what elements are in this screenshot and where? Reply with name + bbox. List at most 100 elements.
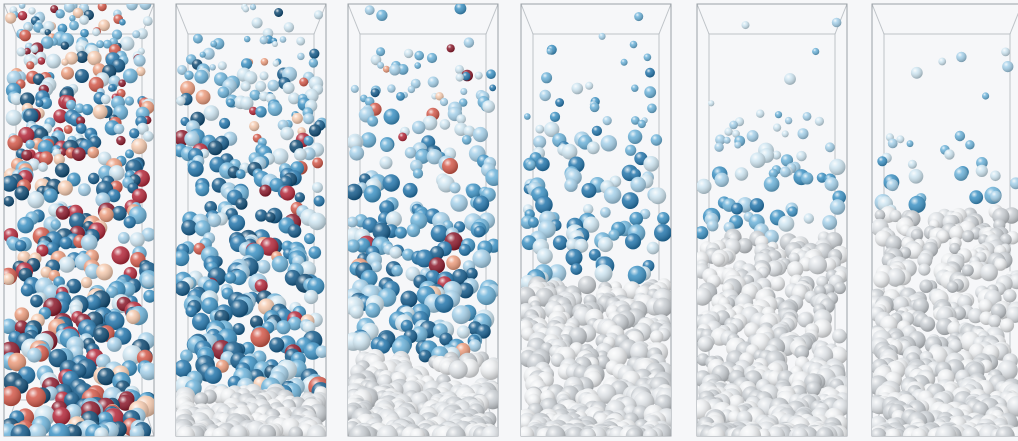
particle-highlight: [561, 143, 578, 160]
particle-highlight: [258, 424, 276, 436]
particle-highlight: [44, 29, 51, 36]
particle-highlight: [382, 65, 390, 73]
particle-highlight: [570, 263, 583, 275]
particle-highlight: [439, 332, 453, 346]
particle-highlight: [180, 81, 196, 96]
particle-highlight: [370, 261, 382, 273]
particle-highlight: [571, 82, 584, 95]
particle-highlight: [486, 69, 496, 79]
particle-highlight: [136, 66, 146, 77]
particle-highlight: [787, 206, 798, 217]
particle-highlight: [297, 52, 305, 61]
particle-highlight: [797, 312, 813, 328]
particle-highlight: [224, 272, 237, 284]
particle-highlight: [202, 47, 215, 60]
particle-highlight: [784, 73, 796, 85]
particle-highlight: [217, 61, 227, 71]
particle-highlight: [724, 127, 733, 136]
particle-highlight: [412, 168, 424, 179]
particle-highlight: [184, 131, 200, 147]
particle-highlight: [231, 269, 247, 286]
particle-highlight: [296, 36, 306, 46]
particle-highlight: [235, 169, 246, 180]
particle-highlight: [303, 135, 314, 146]
particle-highlight: [287, 224, 302, 238]
particle-highlight: [410, 78, 421, 89]
particle-highlight: [30, 45, 39, 53]
particle-highlight: [55, 205, 70, 220]
particle-highlight: [180, 349, 193, 363]
particle-highlight: [39, 151, 53, 166]
particle-highlight: [394, 226, 407, 239]
particle-highlight: [472, 249, 492, 268]
particle-highlight: [48, 423, 71, 436]
particle-highlight: [96, 40, 105, 49]
particle-highlight: [16, 47, 26, 57]
particle-highlight: [391, 264, 403, 277]
particle-highlight: [30, 294, 43, 308]
particle-highlight: [4, 196, 15, 207]
particle-highlight: [400, 290, 418, 308]
particle-highlight: [10, 424, 31, 436]
particle-highlight: [376, 47, 386, 57]
particle-highlight: [489, 84, 497, 92]
particle-highlight: [60, 41, 69, 50]
particle-highlight: [116, 135, 126, 146]
particle-highlight: [43, 188, 58, 203]
particle-highlight: [176, 96, 186, 106]
particle-highlight: [536, 248, 553, 265]
particle-highlight: [308, 246, 322, 259]
particle-highlight: [309, 48, 320, 59]
particle-highlight: [274, 8, 284, 17]
particle-highlight: [379, 200, 395, 216]
particle-highlight: [131, 138, 148, 155]
particle-highlight: [466, 183, 482, 199]
particle-highlight: [54, 162, 70, 178]
particle-highlight: [299, 77, 309, 87]
particle-highlight: [482, 100, 496, 113]
particle-highlight: [294, 192, 305, 203]
particle-highlight: [829, 199, 846, 215]
particle-highlight: [439, 119, 451, 130]
particle-highlight: [365, 302, 381, 318]
particle-highlight: [426, 149, 443, 165]
particle-highlight: [446, 44, 455, 53]
particle-highlight: [4, 318, 17, 334]
particle-highlight: [403, 48, 414, 59]
particle-highlight: [308, 212, 326, 231]
particle-highlight: [232, 323, 245, 335]
particle-highlight: [714, 172, 729, 187]
particle-highlight: [458, 243, 471, 256]
particle-highlight: [4, 175, 18, 192]
particle-highlight: [249, 4, 257, 11]
panel-2: [175, 3, 327, 437]
particle-highlight: [107, 189, 121, 203]
particle-highlight: [642, 428, 658, 436]
particle-highlight: [107, 337, 122, 352]
particle-highlight: [382, 174, 400, 192]
particle-highlight: [102, 39, 112, 49]
particle-highlight: [654, 223, 671, 242]
particle-highlight: [5, 12, 17, 24]
particle-highlight: [5, 109, 22, 126]
particle-highlight: [251, 17, 263, 29]
particle-highlight: [781, 130, 789, 138]
particle-highlight: [185, 305, 198, 318]
particle-highlight: [637, 119, 646, 129]
particle-highlight: [772, 150, 782, 160]
particle-highlight: [315, 345, 326, 358]
particle-highlight: [249, 121, 260, 132]
particle-highlight: [256, 259, 271, 274]
particle-highlight: [28, 7, 36, 15]
particle-highlight: [120, 36, 135, 51]
particle-highlight: [282, 82, 295, 94]
particle-highlight: [293, 148, 307, 161]
particle-highlight: [603, 186, 622, 204]
particle-highlight: [455, 73, 464, 82]
particle-highlight: [313, 195, 325, 207]
particle-highlight: [445, 426, 466, 436]
particle-highlight: [106, 311, 125, 330]
particle-highlight: [53, 109, 68, 124]
particle-highlight: [15, 240, 27, 252]
particle-highlight: [802, 112, 812, 121]
